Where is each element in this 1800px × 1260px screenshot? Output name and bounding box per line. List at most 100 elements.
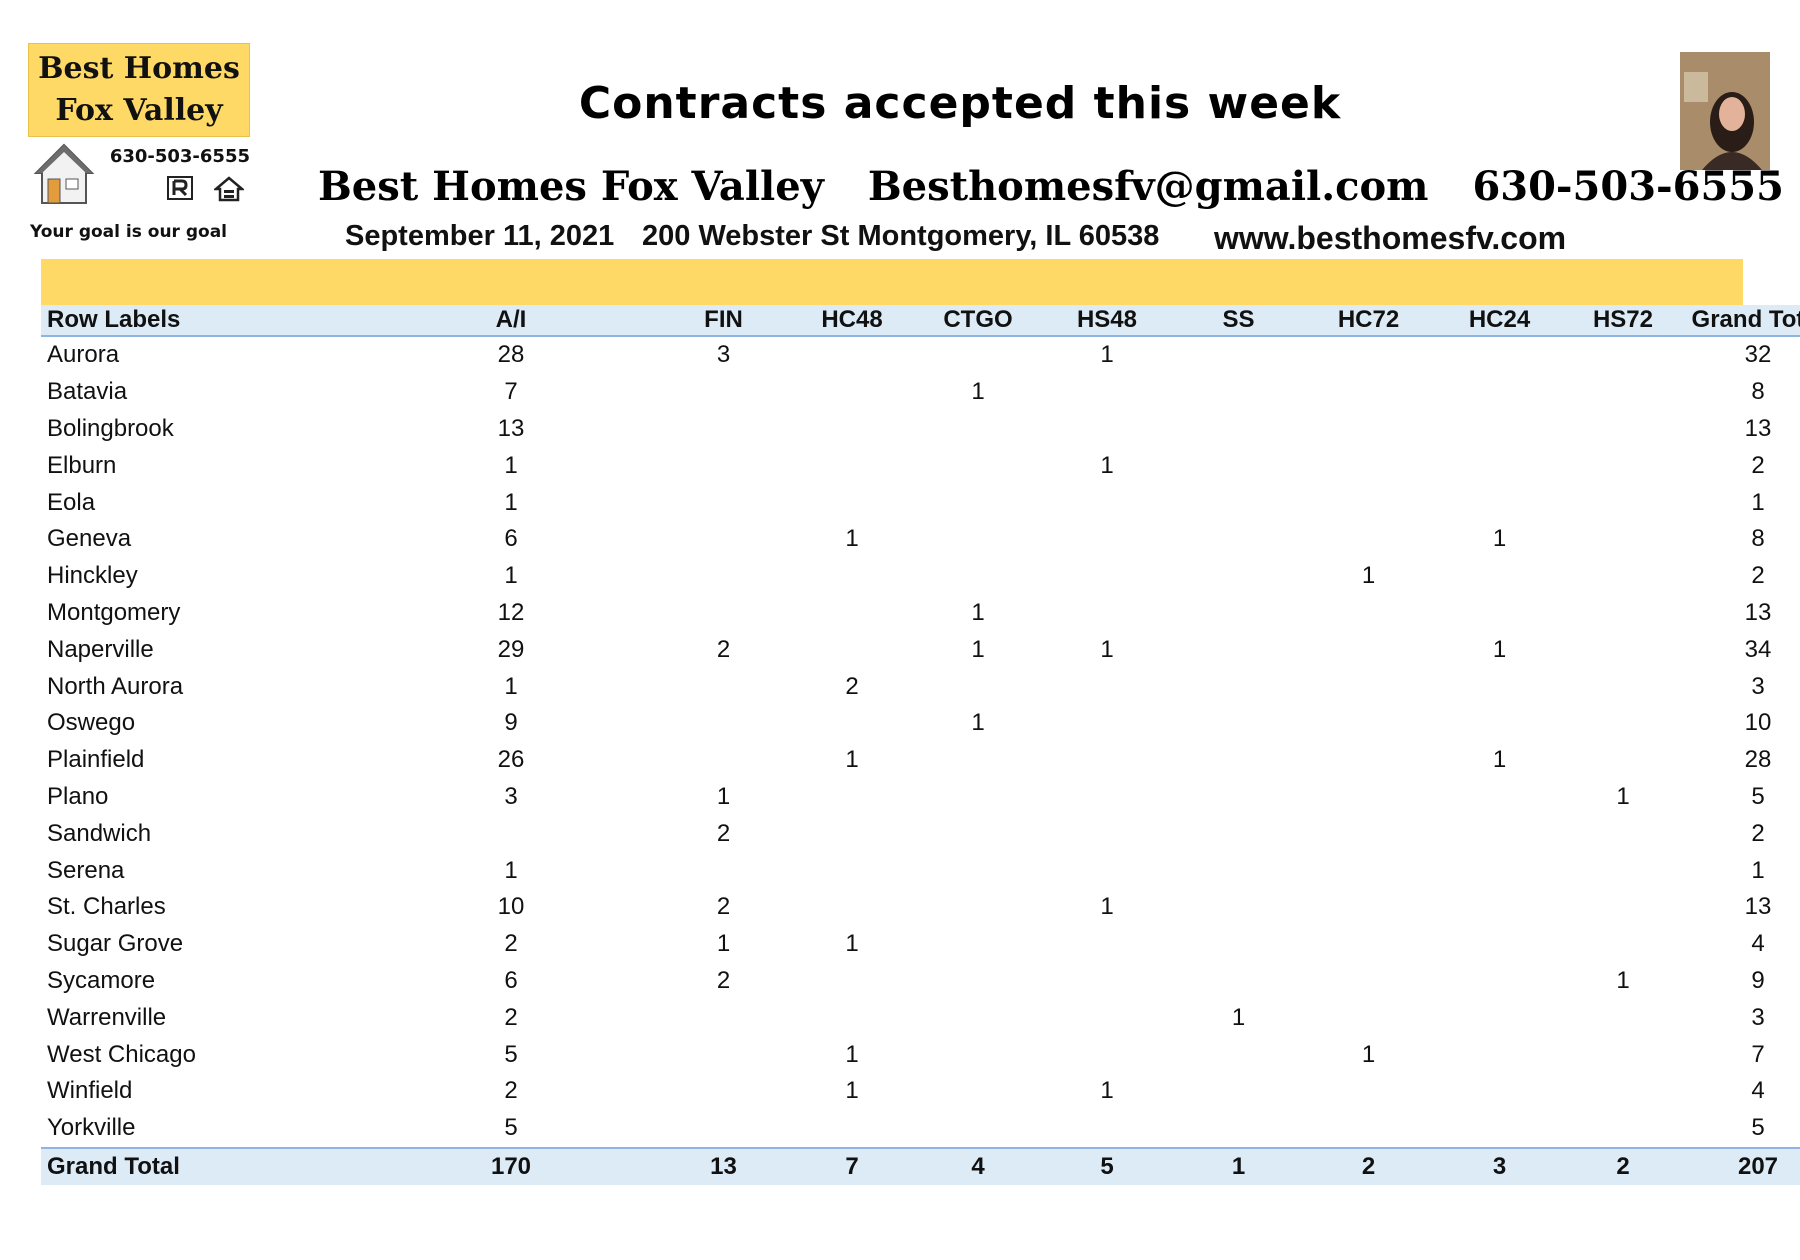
table-cell: [1166, 779, 1311, 816]
table-cell: 28: [1744, 746, 1772, 774]
table-cell: [651, 521, 796, 558]
table-cell: [1166, 1036, 1311, 1073]
table-cell: 7: [504, 378, 518, 406]
table-cell: 1: [1100, 893, 1114, 921]
table-cell: [1048, 926, 1166, 963]
row-label: Serena: [47, 856, 125, 884]
table-cell: [1426, 336, 1573, 374]
table-cell: [1311, 411, 1426, 448]
table-cell: 9: [1751, 966, 1765, 994]
table-cell: 1: [1492, 635, 1507, 663]
table-cell: [796, 1110, 908, 1148]
email-address: Besthomesfv@gmail.com: [867, 163, 1429, 210]
table-cell: [1426, 852, 1573, 889]
row-label: Oswego: [47, 709, 136, 737]
table-cell: 13: [1744, 414, 1772, 442]
table-cell: [651, 1110, 796, 1148]
row-label: Geneva: [47, 525, 132, 553]
column-header: HC48: [796, 305, 908, 337]
table-row: Oswego 9 1 10: [41, 705, 1800, 742]
row-label: Plano: [47, 782, 109, 810]
grand-total-row: Grand Total 170 13 7 4 5 1 2 3 2 207: [41, 1146, 1800, 1186]
table-cell: [651, 447, 796, 484]
table-cell: [651, 595, 796, 632]
table-cell: 2: [1751, 819, 1765, 847]
table-cell: [1311, 926, 1426, 963]
table-cell: [1311, 668, 1426, 705]
table-cell: [1166, 889, 1311, 926]
table-cell: [371, 815, 651, 852]
table-cell: [1166, 631, 1311, 668]
table-cell: 1: [971, 635, 985, 663]
table-row: Geneva 6 1 1 8: [41, 521, 1800, 558]
table-cell: 1: [1361, 562, 1376, 590]
table-row: Plainfield 26 1 1 28: [41, 742, 1800, 779]
table-cell: [1426, 999, 1573, 1036]
row-label: Naperville: [47, 635, 154, 663]
table-row: Plano 3 1 1 5: [41, 779, 1800, 816]
row-label: Warrenville: [47, 1003, 167, 1031]
table-cell: 26: [497, 746, 525, 774]
table-cell: 3: [504, 782, 518, 810]
table-cell: [1311, 595, 1426, 632]
table-row: Hinckley 1 1 2: [41, 558, 1800, 595]
row-label: Sycamore: [47, 966, 156, 994]
table-cell: [796, 631, 908, 668]
table-cell: 6: [504, 966, 518, 994]
contracts-pivot-table: Row Labels A/I FIN HC48 CTGO HS48 SS HC72 HC24 HS…: [41, 305, 1800, 1186]
table-cell: [1166, 926, 1311, 963]
table-row: Serena 1 1: [41, 852, 1800, 889]
table-cell: [1573, 1036, 1673, 1073]
table-cell: 34: [1744, 635, 1772, 663]
table-cell: [1426, 815, 1573, 852]
table-cell: [1573, 595, 1673, 632]
table-cell: [1166, 963, 1311, 1000]
row-label: Aurora: [47, 341, 120, 369]
table-cell: [796, 447, 908, 484]
table-cell: [1573, 447, 1673, 484]
table-cell: [796, 779, 908, 816]
table-cell: [1426, 779, 1573, 816]
table-cell: 3: [716, 341, 731, 369]
table-cell: [1426, 374, 1573, 411]
table-row: Warrenville 2 1 3: [41, 999, 1800, 1036]
grand-total-cell: 170: [371, 1146, 651, 1186]
table-cell: [1311, 336, 1426, 374]
table-cell: [1573, 889, 1673, 926]
realtor-icon: [167, 176, 193, 200]
logo-phone: 630-503-6555: [109, 146, 250, 167]
report-date: September 11, 2021: [345, 220, 615, 252]
table-cell: 10: [497, 893, 525, 921]
table-cell: [1573, 668, 1673, 705]
table-cell: 3: [1751, 1003, 1765, 1031]
table-cell: 1: [716, 782, 731, 810]
table-cell: [1166, 484, 1311, 521]
table-cell: [651, 484, 796, 521]
phone-number: 630-503-6555: [1472, 163, 1784, 210]
table-cell: [1573, 926, 1673, 963]
table-cell: 4: [1751, 930, 1765, 958]
table-cell: 1: [1492, 746, 1507, 774]
row-label: Eola: [47, 488, 96, 516]
table-cell: [1048, 521, 1166, 558]
table-cell: [1311, 1073, 1426, 1110]
grand-total-cell: 7: [796, 1146, 908, 1186]
table-cell: [1573, 705, 1673, 742]
column-header: HS48: [1048, 305, 1166, 337]
grand-total-cell: 2: [1311, 1146, 1426, 1186]
table-cell: 2: [504, 1077, 518, 1105]
table-cell: [1426, 705, 1573, 742]
table-cell: [1426, 668, 1573, 705]
table-cell: [1426, 595, 1573, 632]
table-cell: [796, 484, 908, 521]
table-cell: [1573, 411, 1673, 448]
table-row: Elburn 1 1 2: [41, 447, 1800, 484]
table-cell: [1573, 1073, 1673, 1110]
table-cell: 1: [1751, 488, 1765, 516]
table-cell: [1426, 1036, 1573, 1073]
column-header: CTGO: [908, 305, 1048, 337]
table-cell: [1048, 852, 1166, 889]
table-cell: 2: [716, 635, 731, 663]
column-header: HC24: [1426, 305, 1573, 337]
table-cell: [1311, 484, 1426, 521]
